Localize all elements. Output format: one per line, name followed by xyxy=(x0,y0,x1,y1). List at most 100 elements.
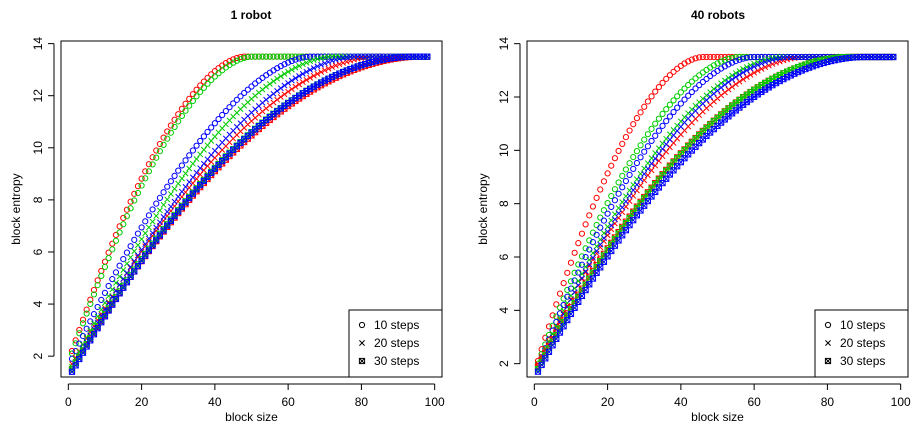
data-point xyxy=(615,147,622,155)
data-point xyxy=(666,113,673,120)
data-point xyxy=(233,54,240,62)
data-point xyxy=(604,253,611,260)
data-point xyxy=(149,242,156,249)
data-point xyxy=(677,89,684,96)
data-point xyxy=(663,106,670,113)
y-tick-label: 10 xyxy=(31,141,45,155)
data-point xyxy=(237,56,244,63)
data-point xyxy=(193,156,200,162)
y-tick-label: 2 xyxy=(497,360,511,367)
x-tick-label: 20 xyxy=(601,395,615,409)
data-point xyxy=(644,98,651,105)
data-point xyxy=(160,214,167,220)
data-point xyxy=(266,53,273,60)
data-point xyxy=(263,83,270,90)
data-point xyxy=(208,76,215,84)
data-point xyxy=(83,343,90,350)
data-point xyxy=(582,263,589,270)
data-point xyxy=(156,207,163,214)
data-point xyxy=(204,142,211,149)
data-point xyxy=(593,231,600,238)
legend-label: 20 steps xyxy=(374,336,419,350)
data-point xyxy=(582,254,589,261)
data-point xyxy=(112,279,119,286)
data-point xyxy=(619,184,626,191)
data-point xyxy=(310,72,317,79)
data-point xyxy=(94,282,101,289)
legend-marker xyxy=(358,357,366,365)
data-point xyxy=(696,72,703,79)
data-point xyxy=(153,212,160,219)
data-point xyxy=(252,53,259,60)
data-point xyxy=(321,60,328,67)
data-point xyxy=(101,313,109,320)
data-point xyxy=(142,218,149,225)
data-point xyxy=(754,62,761,68)
chart-title: 1 robot xyxy=(231,8,272,22)
data-point xyxy=(197,165,204,172)
data-point xyxy=(802,53,809,61)
data-point xyxy=(578,230,586,237)
data-point xyxy=(193,169,200,176)
data-point xyxy=(652,120,659,127)
data-point xyxy=(123,279,131,286)
data-point xyxy=(303,59,310,66)
data-point xyxy=(604,228,611,235)
data-point xyxy=(582,268,589,275)
data-point xyxy=(175,193,182,200)
data-point xyxy=(663,75,670,82)
data-point xyxy=(167,129,175,136)
data-point xyxy=(534,368,542,375)
data-point xyxy=(372,53,380,60)
data-point xyxy=(68,347,76,355)
data-point xyxy=(211,73,218,80)
data-point xyxy=(87,318,94,325)
data-point xyxy=(329,57,336,64)
data-point xyxy=(145,247,153,254)
data-point xyxy=(303,87,310,95)
data-point xyxy=(776,77,783,85)
data-point xyxy=(116,262,123,269)
legend-label: 10 steps xyxy=(374,318,419,332)
data-point xyxy=(112,231,120,239)
data-point xyxy=(747,54,754,61)
data-point xyxy=(186,102,193,109)
data-point xyxy=(652,132,659,139)
data-point xyxy=(178,175,185,182)
data-point xyxy=(564,317,571,324)
data-point xyxy=(666,136,673,143)
data-point xyxy=(597,236,604,243)
data-point xyxy=(310,57,317,63)
data-point xyxy=(611,216,618,223)
data-point xyxy=(230,100,237,107)
data-point xyxy=(189,97,196,105)
data-point xyxy=(76,355,83,363)
data-point xyxy=(710,70,717,77)
legend: 10 steps 20 steps 30 steps xyxy=(348,309,443,378)
data-point xyxy=(633,147,641,155)
data-point xyxy=(285,68,292,75)
data-point xyxy=(164,196,171,203)
data-point xyxy=(160,141,167,148)
data-point xyxy=(637,154,644,161)
data-point xyxy=(615,179,622,186)
data-point xyxy=(633,204,641,212)
data-point xyxy=(83,310,90,317)
data-point xyxy=(751,63,758,70)
x-tick-label: 40 xyxy=(674,395,688,409)
data-point xyxy=(721,81,728,88)
data-point xyxy=(692,55,699,62)
data-point xyxy=(663,148,670,155)
data-point xyxy=(424,53,431,60)
data-point xyxy=(204,128,211,136)
data-point xyxy=(138,182,145,189)
data-point xyxy=(575,278,582,284)
data-point xyxy=(714,83,721,89)
data-point xyxy=(553,335,560,343)
data-point xyxy=(600,258,608,265)
data-point xyxy=(619,172,626,179)
data-point xyxy=(725,86,732,93)
data-point xyxy=(725,61,732,68)
data-point xyxy=(200,160,207,167)
data-point xyxy=(604,223,611,230)
